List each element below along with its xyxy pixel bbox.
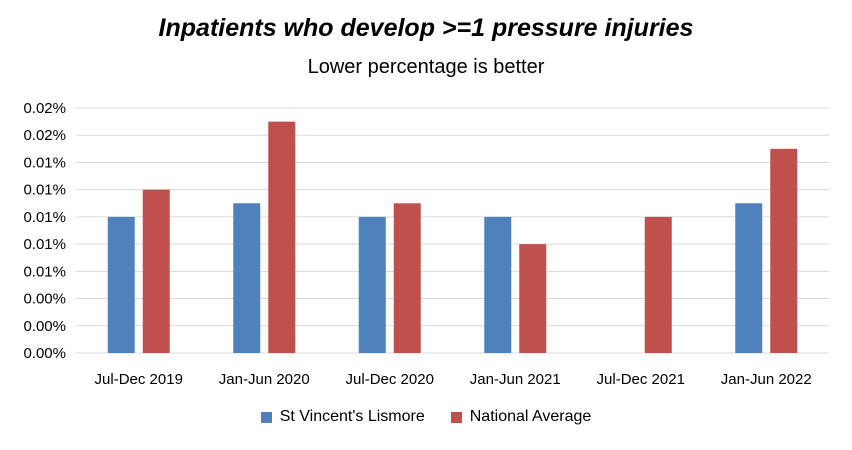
y-tick-label: 0.00% [23, 345, 66, 362]
y-tick-label: 0.01% [23, 209, 66, 226]
chart-subtitle: Lower percentage is better [307, 56, 545, 78]
x-tick-label: Jul-Dec 2019 [95, 371, 183, 388]
legend-item: St Vincent's Lismore [260, 408, 425, 426]
legend-swatch [450, 411, 462, 423]
bars [107, 121, 798, 353]
y-tick-label: 0.02% [23, 100, 66, 117]
y-tick-label: 0.01% [23, 182, 66, 199]
bar-national-average [644, 216, 672, 353]
x-tick-label: Jul-Dec 2020 [346, 371, 434, 388]
bar-national-average [393, 203, 421, 353]
legend-item: National Average [450, 408, 592, 426]
legend-swatch [260, 411, 272, 423]
bar-national-average [519, 244, 547, 353]
y-tick-label: 0.00% [23, 318, 66, 335]
y-tick-label: 0.02% [23, 127, 66, 144]
bar-st-vincents-lismore [735, 203, 763, 353]
y-axis-ticks: 0.00% 0.00% 0.00% 0.01% 0.01% 0.01% 0.01% 0.01%… [23, 100, 66, 362]
y-tick-label: 0.01% [23, 154, 66, 171]
bar-national-average [142, 189, 170, 353]
x-tick-label: Jul-Dec 2021 [597, 371, 685, 388]
legend-label: National Average [469, 408, 592, 425]
bar-national-average [770, 148, 798, 353]
bar-national-average [268, 121, 296, 353]
x-tick-label: Jan-Jun 2022 [721, 371, 812, 388]
bar-st-vincents-lismore [107, 216, 135, 353]
legend-label: St Vincent's Lismore [279, 408, 425, 425]
x-tick-label: Jan-Jun 2021 [470, 371, 561, 388]
gridlines [76, 107, 829, 354]
x-tick-label: Jan-Jun 2020 [219, 371, 310, 388]
y-tick-label: 0.00% [23, 291, 66, 308]
bar-st-vincents-lismore [358, 216, 386, 353]
legend: St Vincent's Lismore National Average [0, 408, 852, 426]
chart-title: Inpatients who develop >=1 pressure inju… [158, 14, 694, 42]
x-axis-ticks: Jul-Dec 2019 Jan-Jun 2020 Jul-Dec 2020 Jan-… [95, 371, 812, 388]
bar-st-vincents-lismore [233, 203, 261, 353]
bar-st-vincents-lismore [484, 216, 512, 353]
y-tick-label: 0.01% [23, 263, 66, 280]
y-tick-label: 0.01% [23, 236, 66, 253]
